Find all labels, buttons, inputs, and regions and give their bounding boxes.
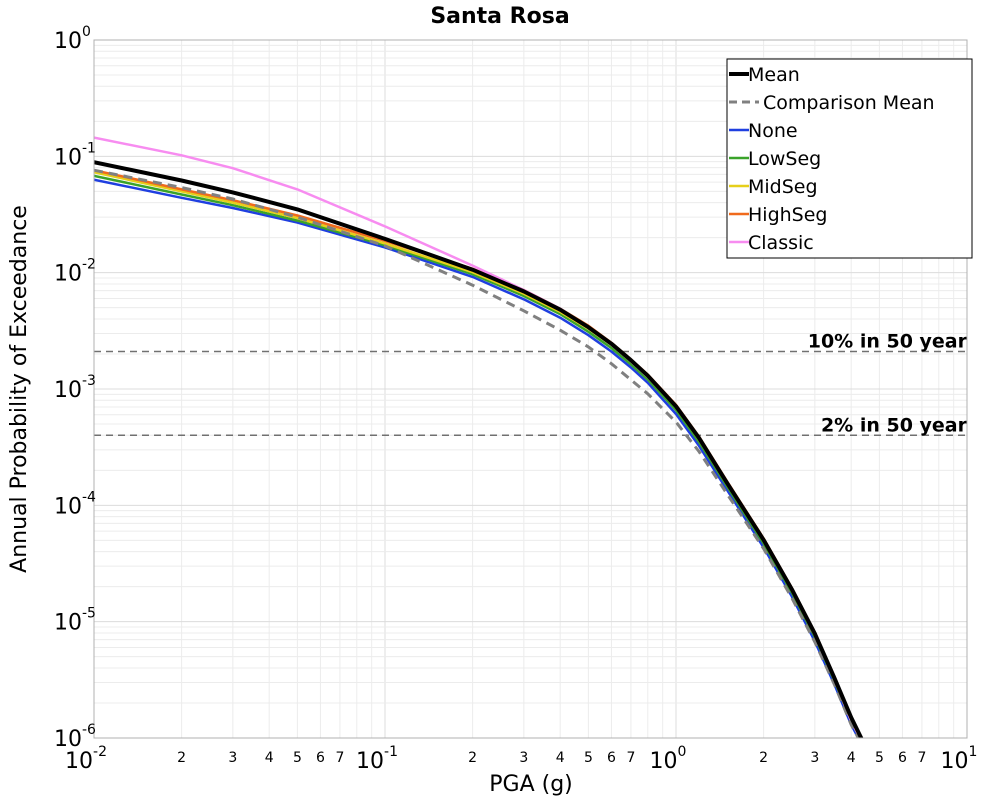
x-minor-tick-label: 7: [626, 750, 635, 766]
reference-line-label: 2% in 50 year: [821, 414, 968, 436]
legend-label: None: [748, 120, 798, 142]
x-minor-tick-label: 2: [177, 750, 186, 766]
reference-line-label: 10% in 50 year: [808, 331, 968, 353]
legend-item: LowSeg: [729, 148, 821, 170]
y-tick-label: 10-5: [54, 606, 96, 636]
legend-item: HighSeg: [729, 204, 827, 226]
x-minor-tick-label: 2: [759, 750, 768, 766]
x-minor-tick-label: 7: [917, 750, 926, 766]
legend-label: LowSeg: [748, 148, 821, 170]
legend-label: MidSeg: [748, 176, 818, 198]
legend: Mean Comparison Mean None LowSeg MidSeg HighS…: [726, 58, 973, 259]
x-tick-label: 10-1: [356, 744, 398, 774]
plot-frame: [93, 39, 968, 739]
y-tick-label: 10-2: [54, 257, 96, 287]
x-minor-tick-label: 3: [810, 750, 819, 766]
x-minor-tick-label: 5: [584, 750, 593, 766]
legend-label: Classic: [748, 232, 814, 254]
x-tick-label: 101: [941, 744, 978, 774]
reference-lines: 10% in 50 year 2% in 50 year: [94, 331, 968, 436]
x-minor-tick-label: 2: [468, 750, 477, 766]
x-tick-label: 10-2: [65, 744, 107, 774]
x-minor-tick-label: 4: [556, 750, 565, 766]
x-minor-tick-label: 3: [228, 750, 237, 766]
x-minor-tick-label: 7: [335, 750, 344, 766]
x-minor-tick-label: 4: [847, 750, 856, 766]
x-tick-label: 100: [650, 744, 687, 774]
chart-title: Santa Rosa: [430, 4, 569, 29]
y-axis-ticks: 100 10-1 10-2 10-3 10-4 10-5 10-6: [54, 24, 96, 752]
x-minor-tick-label: 3: [519, 750, 528, 766]
legend-box: [726, 58, 973, 259]
series-line-mean: [94, 160, 864, 738]
y-tick-label: 10-3: [54, 373, 96, 403]
series-line-none: [94, 178, 860, 738]
x-minor-tick-label: 5: [293, 750, 302, 766]
legend-label: HighSeg: [748, 204, 827, 226]
legend-items: Mean Comparison Mean None LowSeg MidSeg HighS…: [729, 64, 935, 254]
legend-item: Mean: [729, 64, 800, 86]
y-tick-label: 10-6: [54, 722, 96, 752]
legend-item: Classic: [729, 232, 814, 254]
legend-item: Comparison Mean: [729, 92, 935, 114]
x-minor-tick-label: 5: [875, 750, 884, 766]
series-line-lowseg: [94, 174, 862, 738]
x-axis-label: PGA (g): [489, 772, 573, 797]
series-line-comparison-mean: [94, 168, 861, 738]
x-minor-tick-label: 6: [316, 750, 325, 766]
series-line-midseg: [94, 170, 862, 738]
y-tick-label: 100: [54, 24, 91, 54]
series-lines: [94, 136, 864, 738]
x-minor-tick-label: 4: [265, 750, 274, 766]
y-tick-label: 10-4: [54, 489, 96, 519]
y-axis-label: Annual Probability of Exceedance: [7, 205, 32, 573]
legend-label: Comparison Mean: [763, 92, 935, 114]
grid: [93, 40, 967, 739]
y-tick-label: 10-1: [54, 140, 96, 170]
x-minor-tick-label: 6: [898, 750, 907, 766]
legend-label: Mean: [748, 64, 800, 86]
legend-item: None: [729, 120, 798, 142]
x-minor-tick-label: 6: [607, 750, 616, 766]
legend-item: MidSeg: [729, 176, 818, 198]
